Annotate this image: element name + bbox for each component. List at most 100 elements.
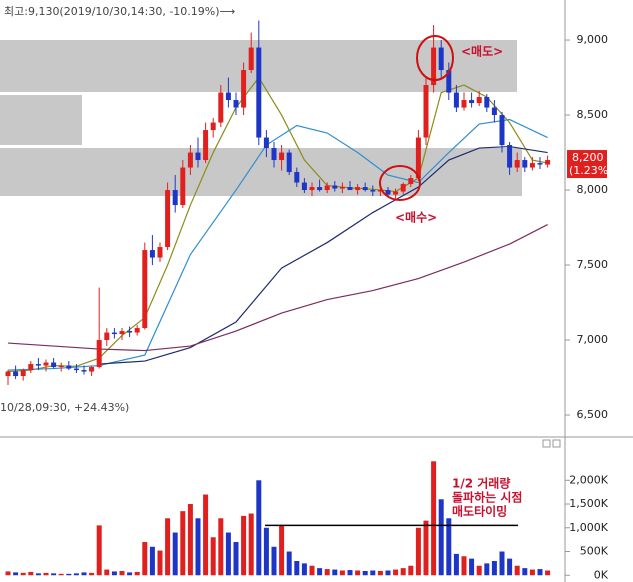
volume-bar	[263, 527, 269, 576]
volume-bar	[127, 572, 133, 576]
volume-bar	[431, 461, 437, 576]
y-tick-label: 1,500K	[569, 497, 608, 510]
candle-body	[491, 107, 497, 116]
candle-body	[461, 100, 467, 108]
sell-note: <매도>	[461, 44, 503, 59]
volume-bar	[104, 569, 110, 576]
candle-body	[339, 187, 345, 189]
volume-bar	[210, 537, 216, 576]
candle-body	[347, 187, 353, 191]
volume-bar	[218, 518, 224, 576]
last-price-box	[567, 150, 607, 179]
candle-body	[195, 152, 201, 161]
candle-body	[408, 178, 414, 185]
volume-bar	[294, 561, 300, 576]
volume-bar	[476, 565, 482, 576]
candle-body	[111, 332, 117, 335]
volume-bar	[180, 511, 186, 576]
volume-bar	[58, 573, 64, 576]
volume-bar	[28, 571, 34, 576]
low-note: 10/28,09:30, +24.43%)	[0, 401, 129, 414]
y-tick-label: 9,000	[577, 33, 609, 46]
candle-body	[431, 47, 437, 86]
volume-bar	[96, 525, 102, 576]
volume-bar	[529, 569, 535, 576]
volume-bar	[522, 568, 528, 576]
candle-body	[438, 47, 444, 71]
candle-body	[28, 364, 34, 371]
candle-body	[119, 331, 125, 335]
volume-bar	[332, 569, 338, 576]
plot	[5, 20, 551, 576]
volume-bar	[400, 568, 406, 576]
high-note: 최고:9,130(2019/10/30,14:30, -10.19%)⟶	[4, 5, 236, 18]
candle-body	[415, 137, 421, 179]
volume-bar	[195, 518, 201, 576]
candle-body	[35, 364, 41, 366]
volume-bar	[339, 570, 345, 576]
candle-body	[203, 130, 209, 161]
candle-body	[187, 152, 193, 168]
volume-note: 매도타이밍	[452, 504, 507, 519]
volume-bar	[377, 570, 383, 576]
moving-average	[99, 145, 548, 365]
y-tick-label: 7,500	[577, 258, 609, 271]
candle-body	[5, 371, 11, 377]
volume-bar	[43, 572, 49, 576]
volume-bar	[514, 565, 520, 576]
candle-body	[256, 47, 262, 138]
candle-body	[134, 328, 140, 333]
candle-body	[279, 152, 285, 161]
highlight-circle	[416, 35, 454, 81]
volume-bar	[507, 558, 513, 576]
candle-body	[58, 365, 64, 368]
candle-body	[271, 148, 277, 161]
last-change: (1.23%)	[569, 164, 613, 177]
candle-body	[89, 367, 95, 372]
volume-bar	[271, 546, 277, 576]
volume-bar	[545, 570, 551, 576]
volume-bar	[13, 572, 19, 576]
volume-bar	[491, 561, 497, 576]
candle-body	[309, 187, 315, 191]
candle-body	[446, 70, 452, 93]
candle-body	[385, 190, 391, 195]
y-tick-label: 6,500	[577, 408, 609, 421]
candle-body	[104, 332, 110, 341]
highlight-circle	[379, 165, 421, 201]
candle-body	[499, 115, 505, 146]
candle-body	[317, 187, 323, 191]
y-tick-label: 2,000K	[569, 473, 608, 486]
candle-body	[301, 182, 307, 191]
volume-bar	[469, 558, 475, 576]
zone-band	[0, 148, 522, 196]
volume-bar	[537, 569, 543, 576]
candle-body	[149, 250, 155, 258]
candle-body	[180, 167, 186, 206]
y-tick-label: 8,000	[577, 183, 609, 196]
volume-bar	[286, 551, 292, 576]
volume-note: 1/2 거래량	[452, 476, 510, 491]
candle-body	[248, 47, 254, 71]
volume-bar	[51, 573, 57, 576]
candle-body	[233, 100, 239, 108]
candle-body	[81, 370, 87, 372]
volume-bar	[20, 572, 26, 576]
candle-body	[400, 184, 406, 192]
volume-bar	[172, 532, 178, 576]
y-tick-label: 1,000K	[569, 521, 608, 534]
candle-body	[13, 371, 19, 377]
candle-body	[218, 92, 224, 123]
volume-bar	[484, 563, 490, 576]
candle-body	[393, 191, 399, 195]
panel-icon[interactable]	[542, 439, 551, 448]
candle-body	[537, 163, 543, 165]
candle-body	[165, 190, 171, 248]
candle-body	[423, 85, 429, 138]
candle-body	[142, 250, 148, 329]
volume-bar	[81, 572, 87, 576]
candle-body	[294, 172, 300, 183]
volume-bar	[142, 542, 148, 576]
panel-icon[interactable]	[552, 439, 561, 448]
candle-body	[127, 331, 133, 333]
